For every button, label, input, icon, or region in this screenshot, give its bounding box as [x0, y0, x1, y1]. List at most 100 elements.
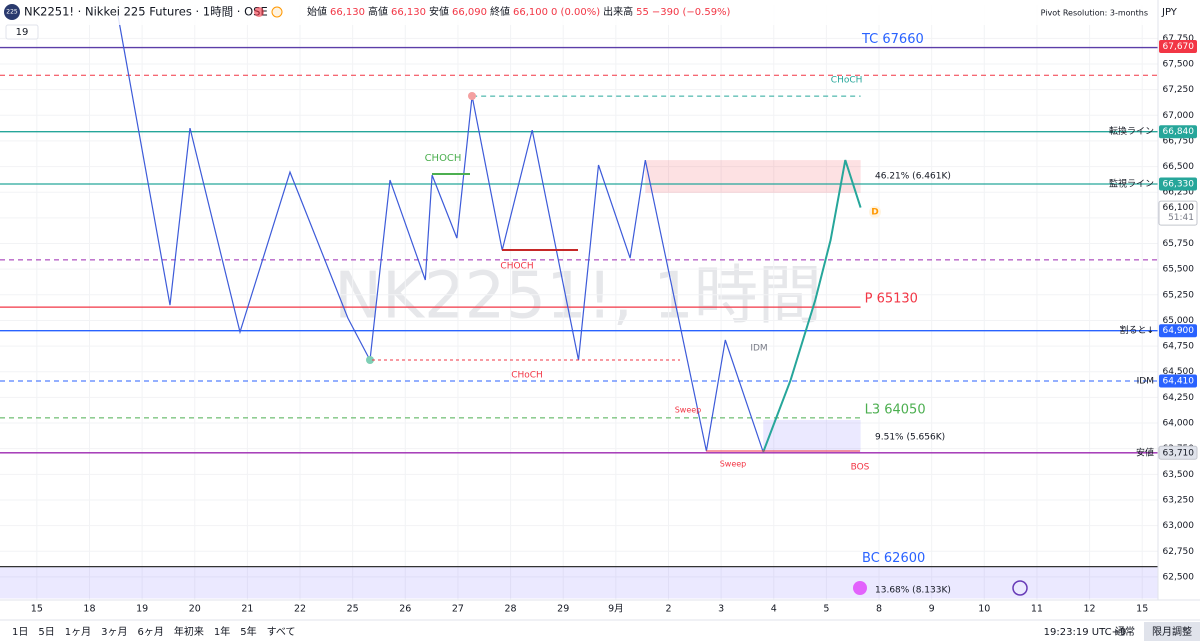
line-tag: 割ると↓ [1119, 324, 1154, 336]
y-tick-label: 67,250 [1163, 85, 1195, 95]
level-label: L3 64050 [865, 402, 926, 417]
x-tick-label: 5 [823, 604, 829, 615]
annotation: BOS [851, 463, 870, 473]
x-tick-label: 3 [718, 604, 724, 615]
interval-badge[interactable] [5, 24, 39, 40]
annotation: Sweep [720, 460, 747, 469]
line-tag: 転換ライン [1109, 125, 1154, 137]
y-tick-label: 66,250 [1163, 188, 1195, 198]
measure-label: 13.68% (8.133K) [875, 586, 951, 596]
y-tick-label: 67,750 [1163, 34, 1195, 44]
zigzag-line [117, 14, 764, 453]
range-button[interactable]: 5年 [240, 625, 256, 638]
currency[interactable]: JPY [1161, 7, 1178, 18]
ohlc-text: 66,090 [452, 7, 487, 18]
annotation: CHoCH [511, 371, 543, 381]
ohlc: 始値 66,130 高値 66,130 安値 66,090 終値 66,100 0 (0.00%… [307, 5, 731, 18]
price-badge-label: 64,410 [1163, 376, 1195, 386]
ohlc-text: 55 [636, 7, 649, 18]
price-badge-label: 66,330 [1163, 180, 1195, 190]
y-tick-label: 64,250 [1163, 393, 1195, 403]
event-icon[interactable] [853, 581, 867, 595]
x-tick-label: 18 [83, 604, 95, 615]
y-tick-label: 64,750 [1163, 342, 1195, 352]
price-badge [1159, 324, 1197, 338]
countdown: 51:41 [1168, 213, 1194, 223]
x-tick-label: 19 [136, 604, 148, 615]
annotation: IDM [750, 344, 767, 354]
y-tick-label: 65,750 [1163, 239, 1195, 249]
footer: 1日 5日 1ヶ月 3ヶ月 6ヶ月 年初来 1年 5年 すべて [12, 625, 296, 638]
y-tick-label: 62,500 [1163, 572, 1195, 582]
x-tick-label: 9月 [608, 604, 624, 615]
dividend-marker-label[interactable]: D [871, 208, 878, 218]
status-dot [271, 6, 283, 18]
x-tick-label: 15 [1136, 604, 1148, 615]
ohlc-text: 66,130 [330, 7, 365, 18]
price-badge-label: 67,670 [1163, 42, 1195, 52]
y-tick-label: 64,000 [1163, 419, 1195, 429]
ohlc-text: 出来高 [603, 5, 633, 18]
ohlc-text: 66,100 [513, 7, 548, 18]
x-tick-label: 9 [929, 604, 935, 615]
y-tick-label: 63,500 [1163, 470, 1195, 480]
ohlc-text: 66,130 [391, 7, 426, 18]
ohlc-text: 0 (0.00%) [551, 7, 600, 18]
adjust-button[interactable] [1144, 622, 1200, 641]
y-tick-label: 62,750 [1163, 547, 1195, 557]
measure-label: 46.21% (6.461K) [875, 172, 951, 182]
symbol[interactable]: NK2251! · Nikkei 225 Futures · 1時間 · OSE [24, 5, 268, 19]
price-badge-label: 66,100 [1163, 203, 1195, 213]
zone [0, 566, 1158, 599]
range-button[interactable]: すべて [267, 626, 296, 638]
event-icon[interactable] [1012, 580, 1028, 596]
ohlc-text: 高値 [368, 5, 388, 18]
range-button[interactable]: 6ヶ月 [138, 626, 164, 638]
ohlc-text: 終値 [490, 5, 510, 18]
range-button[interactable]: 1日 [12, 627, 28, 638]
x-tick-label: 4 [771, 604, 777, 615]
y-tick-label: 65,000 [1163, 316, 1195, 326]
range-button[interactable]: 5日 [38, 627, 54, 638]
range-button[interactable]: 3ヶ月 [101, 626, 127, 638]
price-badge [1158, 200, 1198, 226]
level-label: BC 62600 [862, 551, 925, 566]
x-tick-label: 27 [452, 604, 464, 615]
y-tick-label: 63,250 [1163, 495, 1195, 505]
level-label: P 65130 [865, 292, 918, 307]
range-button[interactable]: 1年 [214, 625, 230, 638]
plot: NK2251!, 1時間 [0, 5, 1158, 600]
level-label: CHoCH [831, 76, 863, 86]
status-dot [254, 7, 264, 17]
price-line [762, 159, 862, 453]
logo-text: 225 [6, 9, 18, 16]
pivot-info: Pivot Resolution: 3-months [1041, 9, 1148, 18]
x-tick-label: 25 [347, 604, 359, 615]
x-tick-label: 15 [31, 604, 43, 615]
ohlc-text: 始値 [307, 5, 327, 18]
interval-badge-text[interactable]: 19 [16, 27, 29, 38]
x-tick-label: 28 [505, 604, 517, 615]
price-badge [1159, 40, 1197, 54]
x-tick-label: 11 [1031, 604, 1043, 615]
ohlc-text: 安値 [429, 5, 449, 18]
annotation: Sweep [675, 406, 702, 415]
y-tick-label: 66,750 [1163, 136, 1195, 146]
level-label: TC 67660 [861, 32, 924, 47]
x-tick-label: 22 [294, 604, 306, 615]
line-tag: 監視ライン [1109, 178, 1154, 190]
x-tick-label: 8 [876, 604, 882, 615]
dividend-marker[interactable] [869, 206, 881, 218]
watermark: NK2251!, 1時間 [334, 260, 822, 334]
clock: 19:23:19 UTC+9 [1044, 627, 1127, 638]
x-tick-label: 29 [557, 604, 569, 615]
price-badge-label: 63,710 [1163, 448, 1195, 458]
session[interactable]: 通常 [1115, 625, 1135, 638]
range-button[interactable]: 年初来 [174, 625, 204, 638]
adjust-label[interactable]: 限月調整 [1152, 625, 1192, 638]
measure-label: 9.51% (5.656K) [875, 433, 945, 443]
x-tick-label: 21 [241, 604, 253, 615]
zone [763, 419, 861, 453]
y-tick-label: 67,500 [1163, 59, 1195, 69]
range-button[interactable]: 1ヶ月 [65, 626, 91, 638]
